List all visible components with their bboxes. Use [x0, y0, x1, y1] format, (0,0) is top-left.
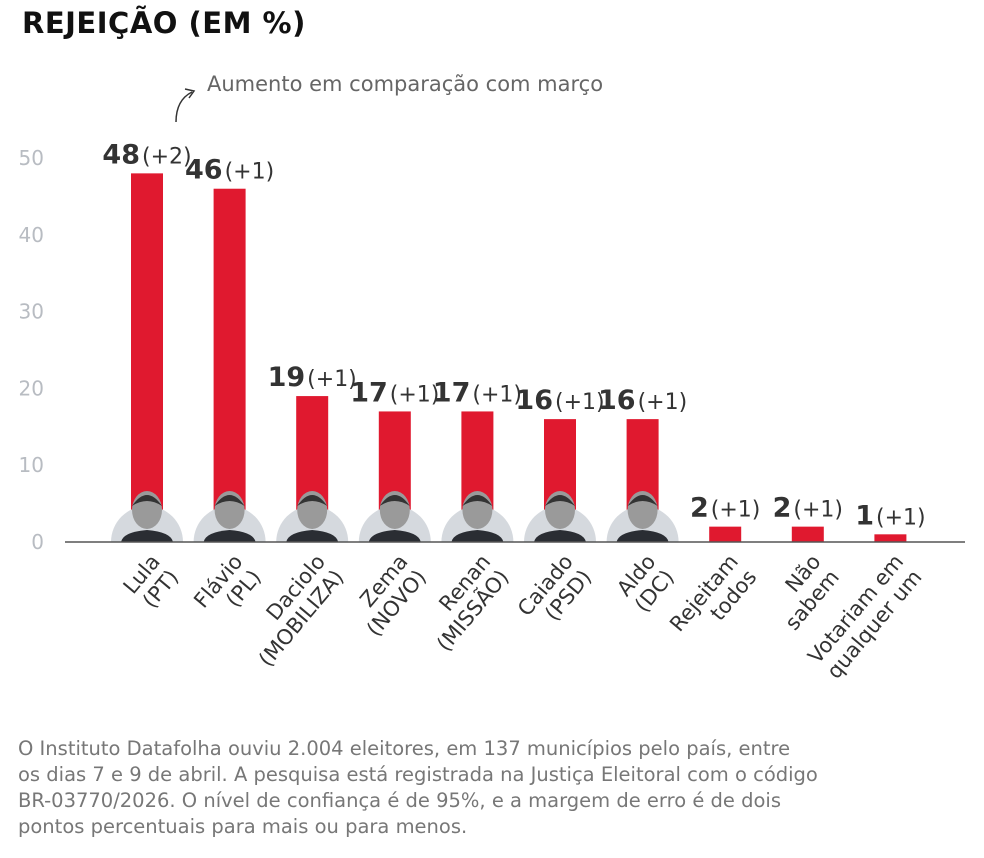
annotation-arrowhead-icon [184, 88, 196, 99]
y-tick-label: 10 [19, 453, 44, 477]
y-tick-label: 0 [31, 530, 44, 554]
value-label: 16(+1) [598, 385, 687, 416]
candidate-hair-icon [132, 495, 162, 506]
annotation-arrow-icon [175, 91, 193, 123]
y-tick-label: 50 [19, 146, 44, 170]
category-label: Renan(MISSÃO) [431, 550, 514, 656]
candidate-hair-icon [627, 495, 658, 506]
bar-chart: Aumento em comparação com março 0 10 20 30 4… [19, 72, 965, 683]
bar [874, 534, 907, 542]
chart-title: REJEIÇÃO (EM %) [22, 6, 306, 40]
candidate-photo-body-icon [534, 530, 586, 542]
candidate-photo-body-icon [121, 530, 173, 542]
annotation-text: Aumento em comparação com março [207, 72, 603, 96]
candidate-hair-icon [214, 495, 245, 506]
category-label: Zema(NOVO) [355, 550, 431, 641]
category-label: Daciolo(MOBILIZA) [254, 550, 348, 671]
y-tick-label: 30 [19, 300, 44, 324]
bar [213, 188, 246, 542]
value-label: 19(+1) [268, 362, 357, 393]
value-label: 48(+2) [102, 139, 191, 170]
candidate-photo-body-icon [368, 530, 421, 542]
candidate-photo-body-icon [451, 530, 504, 542]
value-label: 17(+1) [433, 377, 522, 408]
footnote: O Instituto Datafolha ouviu 2.004 eleito… [18, 737, 818, 838]
value-label: 1(+1) [855, 500, 925, 531]
candidate-hair-icon [462, 495, 493, 506]
value-label: 16(+1) [515, 385, 604, 416]
candidate-hair-icon [379, 495, 410, 506]
bar [131, 173, 163, 543]
bar [791, 526, 824, 542]
y-tick-label: 40 [19, 223, 44, 247]
value-label: 46(+1) [185, 155, 274, 186]
y-tick-label: 20 [19, 376, 44, 400]
value-label: 2(+1) [773, 493, 843, 524]
candidate-hair-icon [545, 495, 575, 506]
bar [709, 526, 742, 542]
candidate-photo-body-icon [203, 530, 256, 542]
candidate-hair-icon [297, 495, 328, 506]
category-label: Caiado(PSD) [513, 550, 596, 626]
value-label: 2(+1) [690, 493, 760, 524]
category-label: Aldo(DC) [612, 550, 679, 617]
category-label: Flávio(PL) [189, 550, 266, 613]
category-label: Lula(PT) [119, 550, 184, 613]
candidate-photo-body-icon [616, 530, 669, 542]
value-label: 17(+1) [350, 377, 439, 408]
candidate-photo-body-icon [286, 530, 339, 542]
